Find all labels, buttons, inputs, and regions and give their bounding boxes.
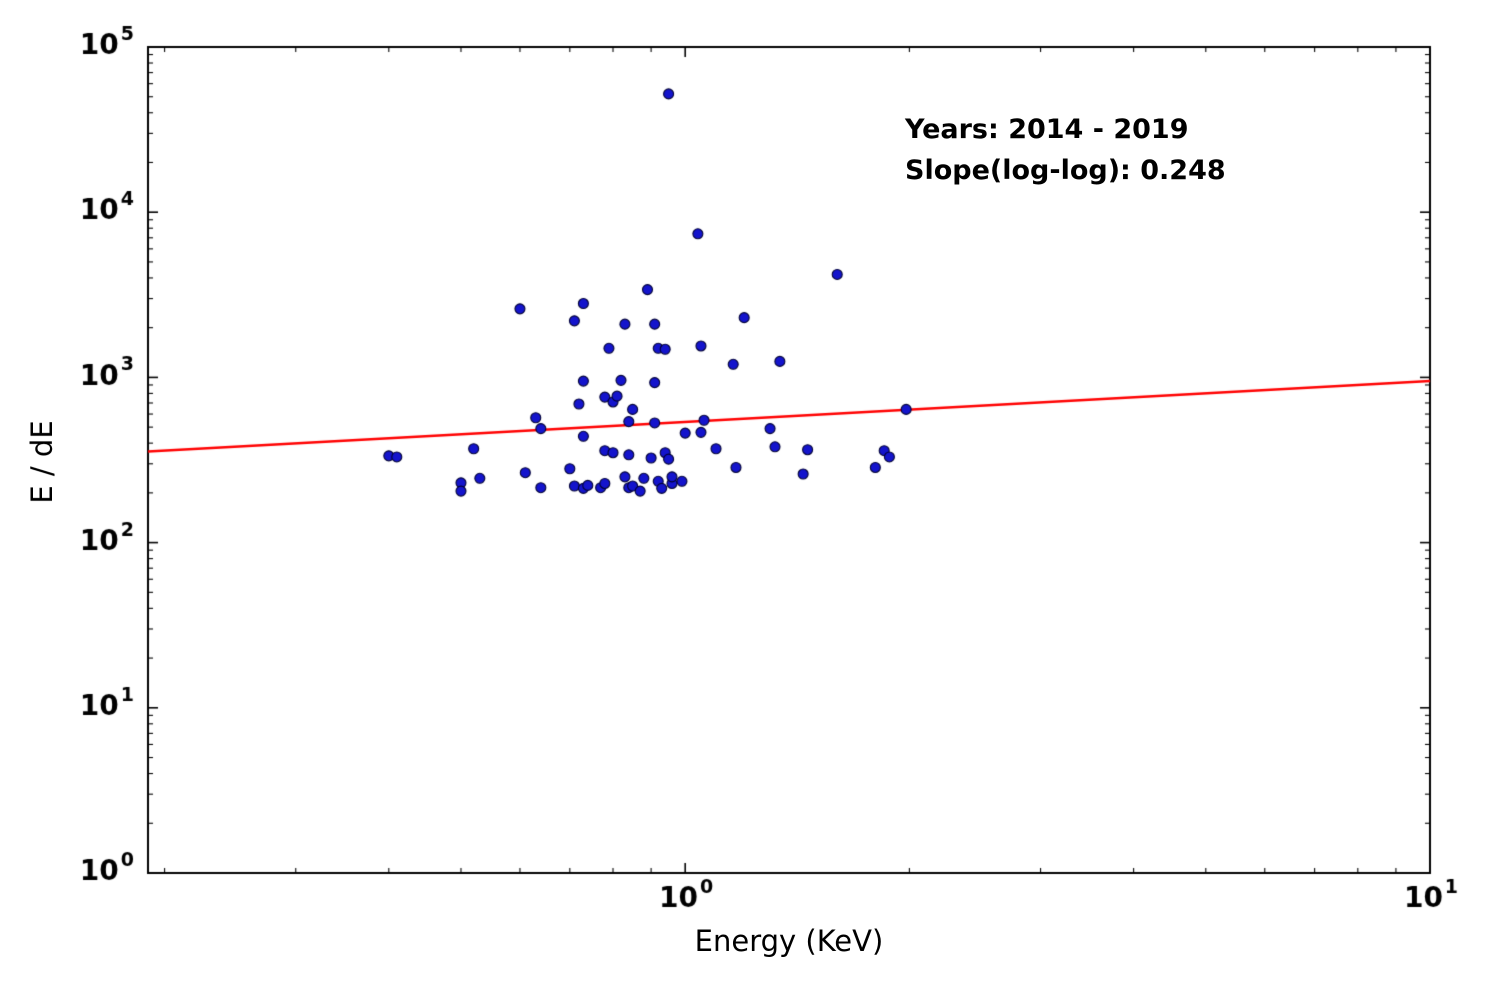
x-axis-label: Energy (KeV) [694, 924, 884, 958]
annotation-slope: Slope(log-log): 0.248 [905, 154, 1226, 186]
annotation-years: Years: 2014 - 2019 [905, 114, 1189, 145]
y-axis-label: E / dE [25, 420, 59, 504]
annotation-box: Years: 2014 - 2019 Slope(log-log): 0.248 [905, 110, 1226, 191]
